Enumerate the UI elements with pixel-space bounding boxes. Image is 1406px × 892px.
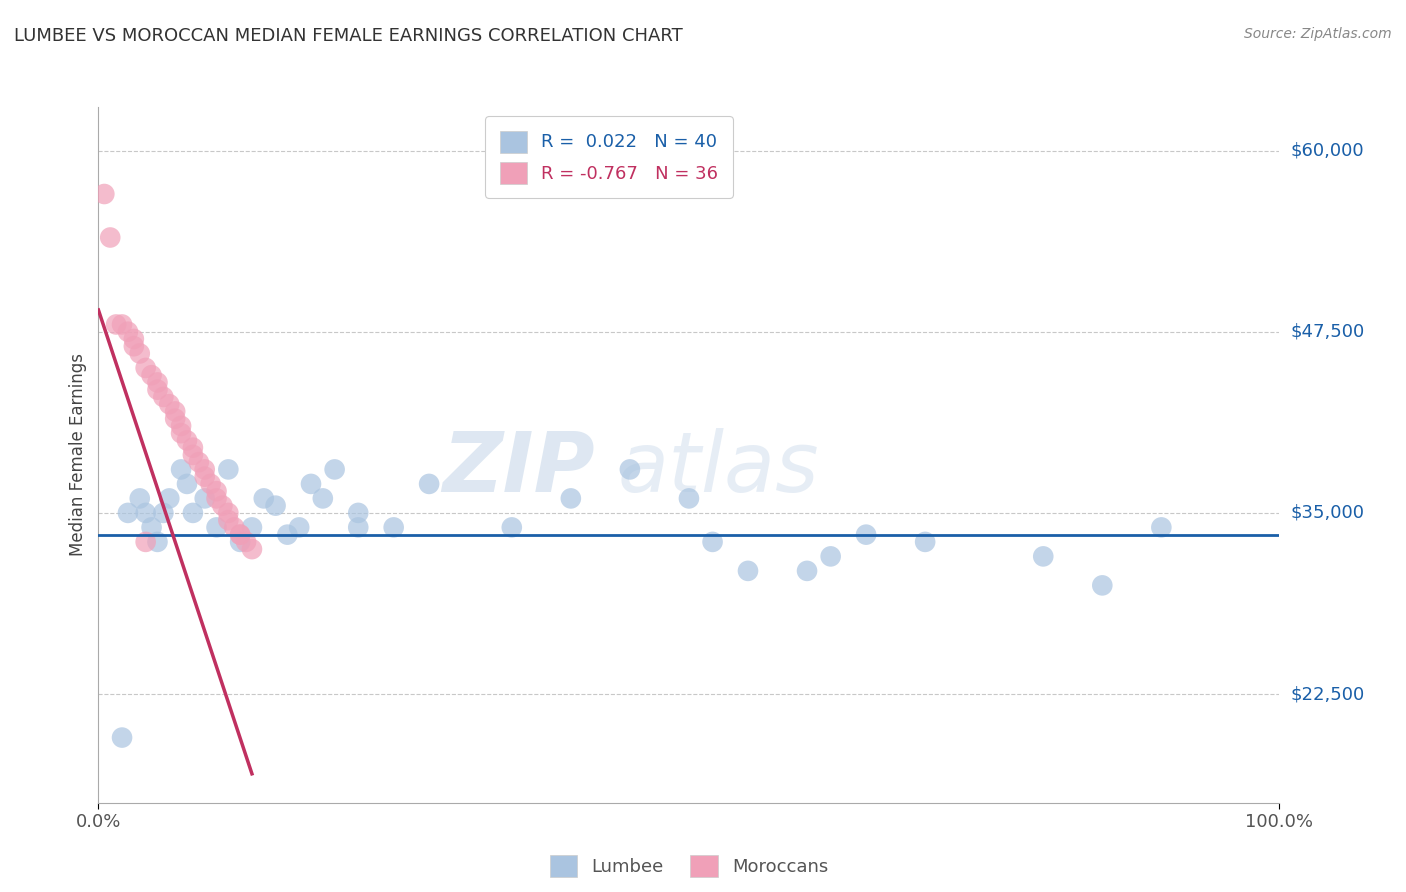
Point	[1150, 520, 1173, 534]
Point	[93, 187, 115, 202]
Point	[501, 520, 523, 534]
Point	[229, 527, 252, 541]
Point	[347, 520, 370, 534]
Text: ZIP: ZIP	[441, 428, 595, 509]
Point	[135, 361, 157, 376]
Text: LUMBEE VS MOROCCAN MEDIAN FEMALE EARNINGS CORRELATION CHART: LUMBEE VS MOROCCAN MEDIAN FEMALE EARNING…	[14, 27, 683, 45]
Point	[217, 513, 239, 527]
Point	[211, 499, 233, 513]
Point	[205, 491, 228, 506]
Text: $35,000: $35,000	[1291, 504, 1365, 522]
Point	[205, 484, 228, 499]
Point	[157, 397, 180, 411]
Point	[205, 520, 228, 534]
Point	[678, 491, 700, 506]
Point	[855, 527, 877, 541]
Point	[702, 535, 724, 549]
Point	[323, 462, 346, 476]
Point	[264, 499, 287, 513]
Point	[1032, 549, 1054, 564]
Point	[128, 491, 150, 506]
Point	[176, 434, 198, 448]
Point	[105, 318, 128, 332]
Point	[117, 506, 139, 520]
Point	[146, 383, 169, 397]
Point	[187, 455, 209, 469]
Point	[229, 527, 252, 541]
Point	[170, 426, 193, 441]
Point	[1091, 578, 1114, 592]
Point	[253, 491, 276, 506]
Point	[194, 462, 217, 476]
Point	[240, 542, 263, 557]
Point	[418, 477, 440, 491]
Point	[217, 462, 239, 476]
Point	[111, 318, 134, 332]
Point	[128, 346, 150, 360]
Point	[194, 469, 217, 483]
Point	[146, 376, 169, 390]
Point	[382, 520, 405, 534]
Point	[117, 325, 139, 339]
Point	[240, 520, 263, 534]
Point	[152, 506, 174, 520]
Point	[229, 535, 252, 549]
Point	[820, 549, 842, 564]
Point	[235, 535, 257, 549]
Text: $60,000: $60,000	[1291, 142, 1364, 160]
Point	[619, 462, 641, 476]
Point	[141, 520, 163, 534]
Point	[276, 527, 298, 541]
Legend: Lumbee, Moroccans: Lumbee, Moroccans	[543, 847, 835, 884]
Point	[122, 332, 145, 346]
Point	[796, 564, 818, 578]
Point	[312, 491, 335, 506]
Point	[170, 419, 193, 434]
Point	[914, 535, 936, 549]
Text: $47,500: $47,500	[1291, 323, 1365, 341]
Text: Source: ZipAtlas.com: Source: ZipAtlas.com	[1244, 27, 1392, 41]
Point	[299, 477, 322, 491]
Point	[560, 491, 582, 506]
Point	[176, 477, 198, 491]
Point	[135, 535, 157, 549]
Point	[122, 339, 145, 353]
Point	[347, 506, 370, 520]
Point	[152, 390, 174, 404]
Point	[165, 411, 187, 425]
Point	[146, 535, 169, 549]
Point	[181, 448, 204, 462]
Point	[141, 368, 163, 383]
Point	[200, 477, 222, 491]
Y-axis label: Median Female Earnings: Median Female Earnings	[69, 353, 87, 557]
Point	[288, 520, 311, 534]
Text: atlas: atlas	[619, 428, 820, 509]
Point	[98, 230, 121, 244]
Point	[194, 491, 217, 506]
Point	[165, 404, 187, 418]
Text: $22,500: $22,500	[1291, 685, 1365, 703]
Point	[181, 441, 204, 455]
Point	[737, 564, 759, 578]
Point	[181, 506, 204, 520]
Point	[157, 491, 180, 506]
Point	[170, 462, 193, 476]
Point	[224, 520, 246, 534]
Point	[217, 506, 239, 520]
Point	[135, 506, 157, 520]
Point	[111, 731, 134, 745]
